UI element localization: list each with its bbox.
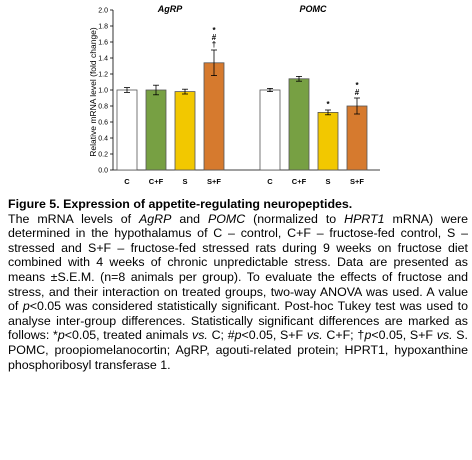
x-axis-labels: C C+F S S+F C C+F S S+F xyxy=(124,177,364,186)
caption-text-run: <0.05, S+F xyxy=(241,328,307,343)
bar xyxy=(116,89,138,171)
caption-text-run: vs. xyxy=(436,328,453,343)
x-tick-label: S xyxy=(325,177,330,186)
caption-text-run: and xyxy=(171,211,209,226)
caption-text-run: p xyxy=(364,328,372,343)
x-tick-label: C xyxy=(124,177,130,186)
x-tick-label: S+F xyxy=(350,177,364,186)
x-tick-label: S+F xyxy=(207,177,221,186)
y-tick-label: 1.6 xyxy=(98,40,108,47)
bar xyxy=(346,105,368,171)
bar xyxy=(174,91,196,171)
y-tick-label: 0.8 xyxy=(98,104,108,111)
y-tick-label: 1.8 xyxy=(98,24,108,31)
caption-text-run: p xyxy=(22,299,30,314)
significance-mark: * xyxy=(212,26,216,35)
y-tick-label: 0.4 xyxy=(98,136,108,143)
caption-text-run: <0.05 was considered statistically signi… xyxy=(8,299,468,343)
x-tick-label: C+F xyxy=(149,177,164,186)
y-tick-label: 1.4 xyxy=(98,56,108,63)
significance-mark: * xyxy=(355,81,359,90)
y-axis-label: Relative mRNA level (fold change) xyxy=(88,27,98,157)
caption-text-run: POMC xyxy=(208,211,246,226)
caption-text-run: HPRT1 xyxy=(344,211,385,226)
bar xyxy=(317,112,339,171)
caption-text-run: C+F; † xyxy=(322,328,365,343)
significance-mark: # xyxy=(212,33,217,42)
caption-title: Figure 5. Expression of appetite-regulat… xyxy=(8,197,353,211)
y-tick-label: 0.2 xyxy=(98,152,108,159)
y-tick-label: 1.2 xyxy=(98,72,108,79)
y-tick-label: 0.6 xyxy=(98,120,108,127)
x-tick-label: C xyxy=(267,177,273,186)
caption-body: The mRNA levels of AgRP and POMC (normal… xyxy=(8,212,468,372)
significance-mark: † xyxy=(212,40,216,49)
group-label: AgRP xyxy=(157,4,183,14)
bar xyxy=(288,78,310,171)
y-tick-label: 0.0 xyxy=(98,168,108,175)
x-tick-label: S xyxy=(182,177,187,186)
caption-text-run: (normalized to xyxy=(245,211,345,226)
caption-text-run: vs. xyxy=(306,328,323,343)
caption-text-run: p xyxy=(234,328,242,343)
bar xyxy=(203,62,225,171)
y-tick-label: 2.0 xyxy=(98,8,108,15)
caption-text-run: <0.05, treated animals xyxy=(64,328,193,343)
bars: AgRP*#†POMC**# xyxy=(116,4,368,171)
y-tick-label: 1.0 xyxy=(98,88,108,95)
caption-text-run: mRNA) were determined in the hypothalamu… xyxy=(8,211,468,314)
caption-text-run: <0.05, S+F xyxy=(371,328,437,343)
caption-text-run: AgRP xyxy=(139,211,172,226)
bar-chart: 0.00.20.40.60.81.01.21.41.61.82.0 AgRP*#… xyxy=(88,4,380,186)
caption-text-run: S. POMC, proopiomelanocortin; AgRP, agou… xyxy=(8,328,468,372)
bar xyxy=(145,89,167,171)
caption-text-run: vs. xyxy=(192,328,208,343)
bar xyxy=(259,89,281,171)
significance-mark: # xyxy=(355,88,360,97)
caption-text-run: The mRNA levels of xyxy=(8,211,140,226)
significance-mark: * xyxy=(326,100,330,109)
caption-text-run: p xyxy=(57,328,65,343)
caption-text-run: C; # xyxy=(207,328,235,343)
figure-caption: Figure 5. Expression of appetite-regulat… xyxy=(8,197,468,372)
group-label: POMC xyxy=(300,4,328,14)
x-tick-label: C+F xyxy=(292,177,307,186)
